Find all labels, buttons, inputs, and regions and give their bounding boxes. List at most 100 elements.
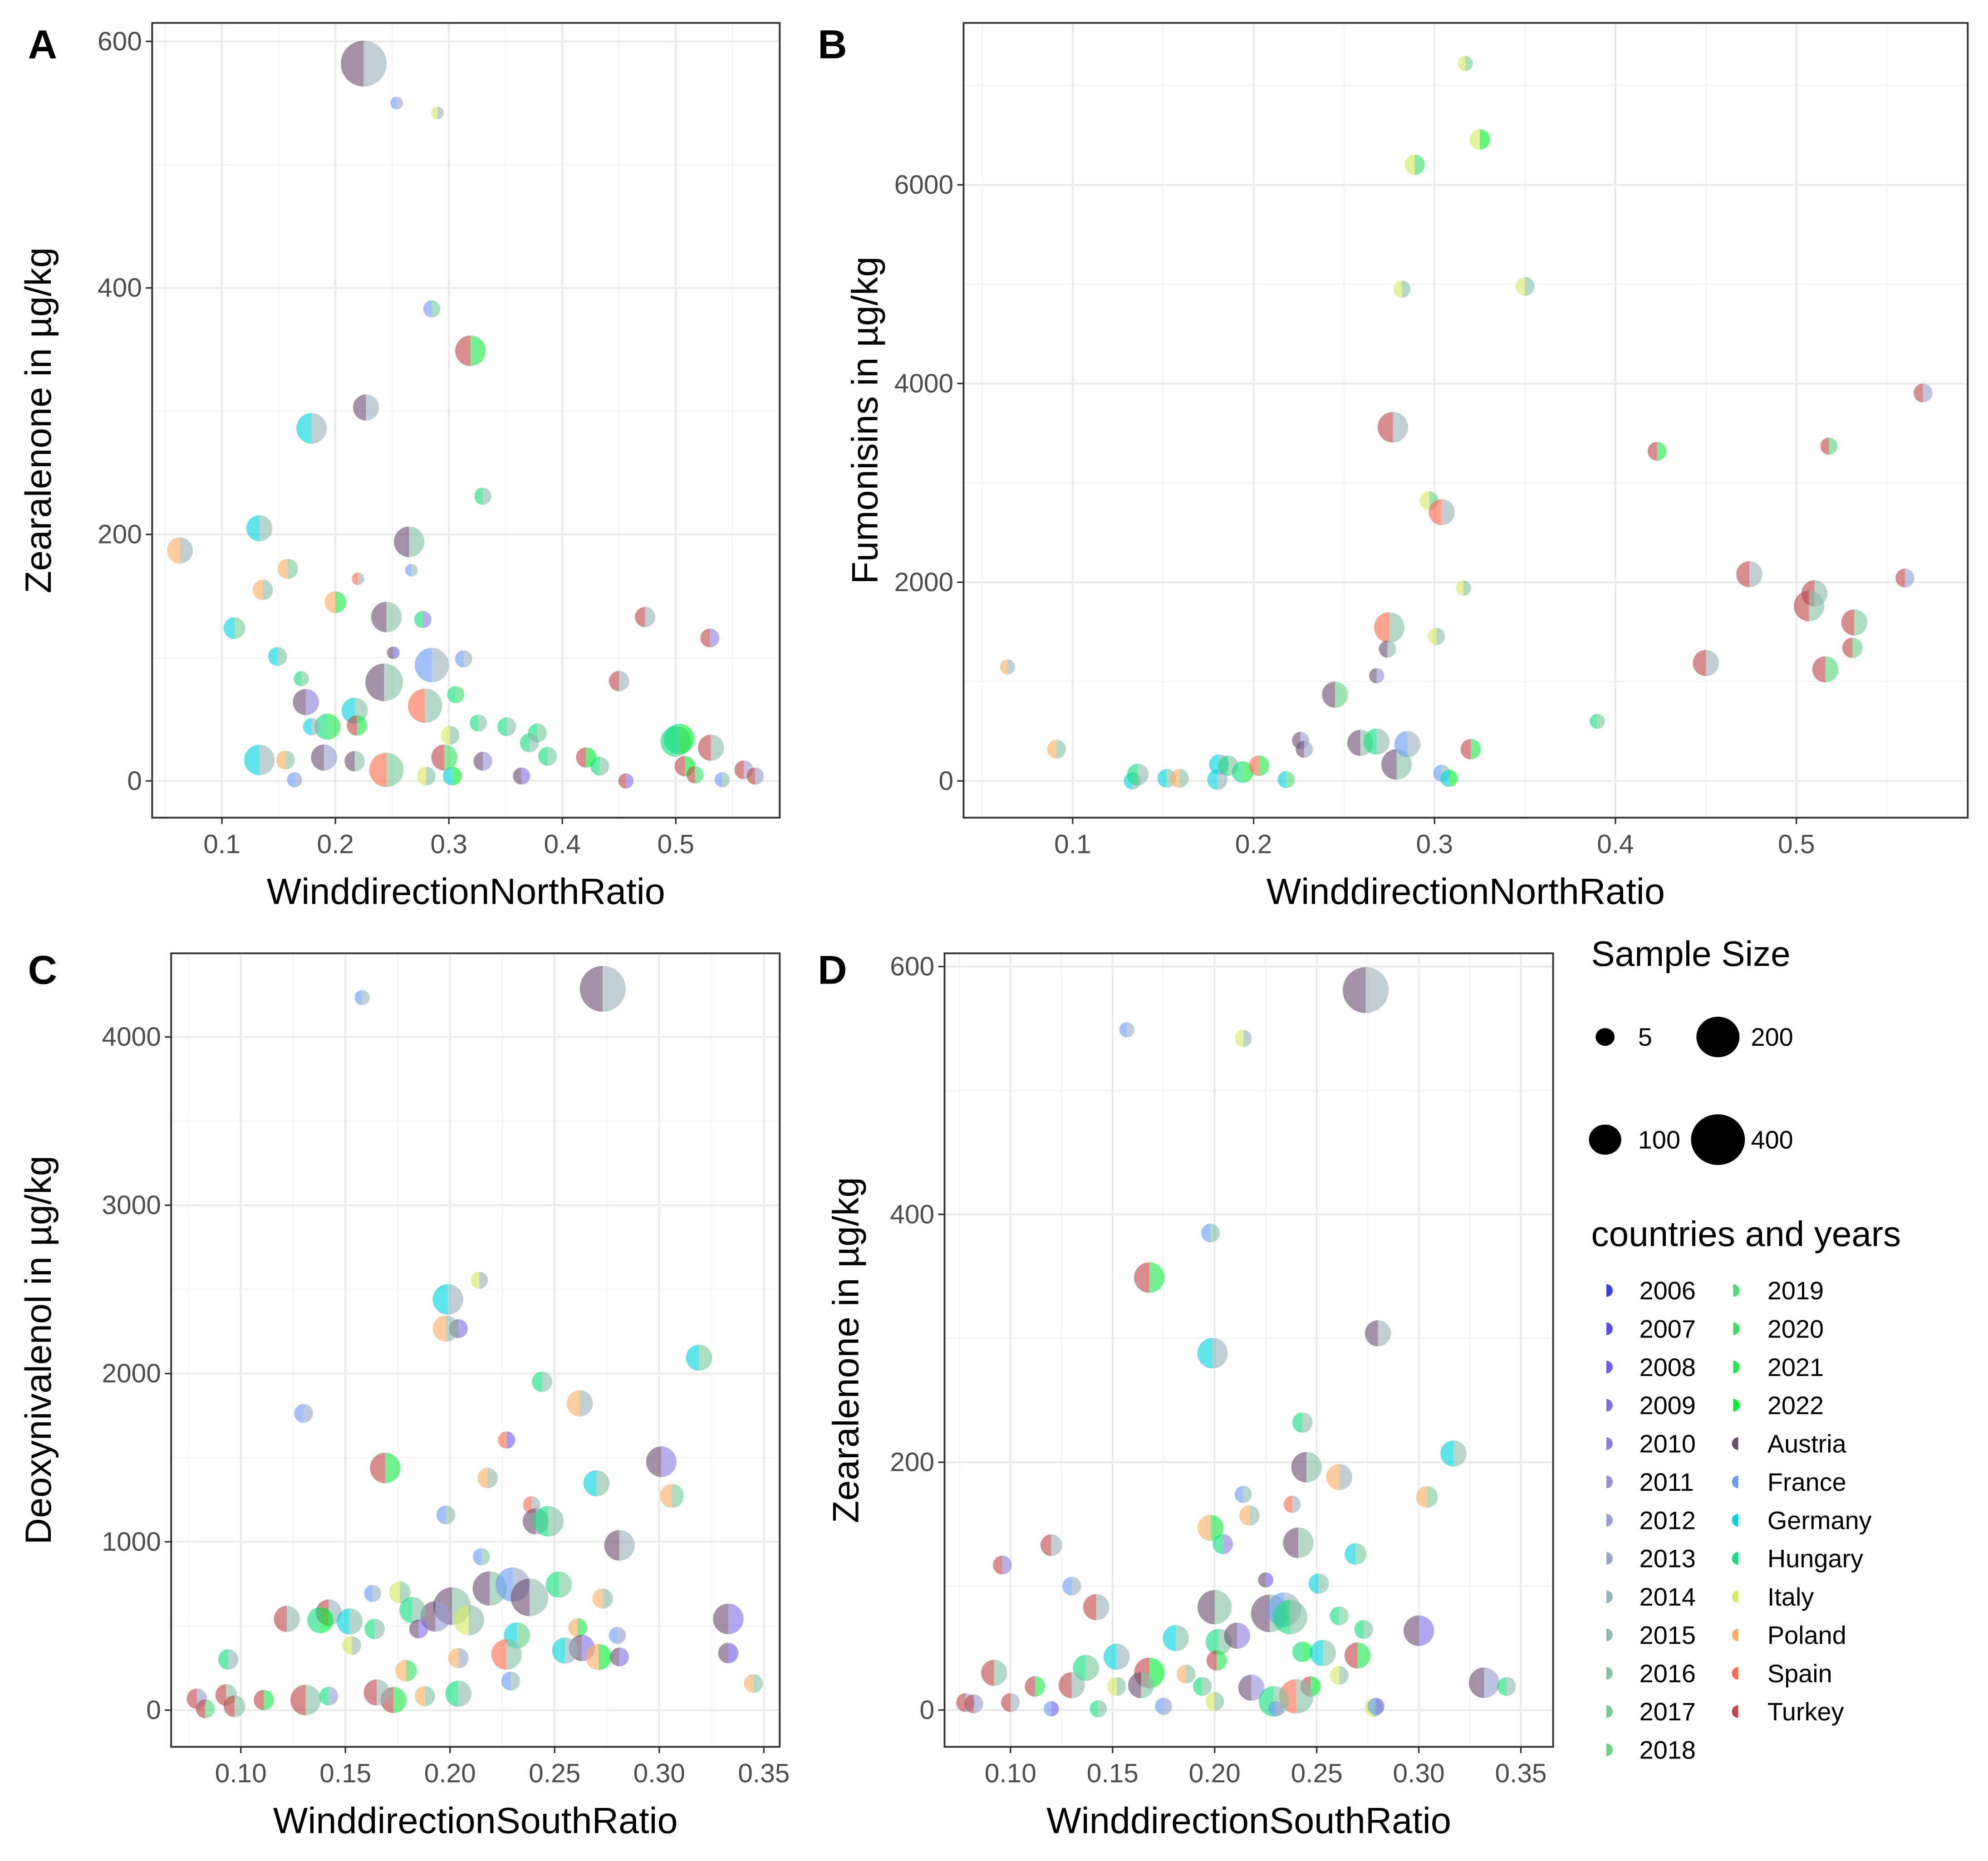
point-year-half <box>1186 1665 1196 1684</box>
point-country-half <box>1062 1577 1072 1596</box>
data-point <box>436 1505 456 1524</box>
panel-letter: C <box>28 947 57 992</box>
point-country-half <box>1107 1677 1117 1696</box>
point-year-half <box>450 726 460 745</box>
point-year-half <box>1217 1650 1227 1671</box>
point-country-half <box>1251 1594 1270 1632</box>
point-country-half <box>432 1284 448 1315</box>
point-country-half <box>538 747 548 766</box>
data-point <box>387 646 400 659</box>
x-tick-label: 0.5 <box>657 830 694 859</box>
point-year-half <box>456 686 465 704</box>
point-year-half <box>305 1685 321 1715</box>
legend-item-year: 2012 <box>1606 1506 1696 1534</box>
point-country-half <box>187 1688 197 1709</box>
data-point <box>287 772 302 788</box>
point-country-half <box>1330 1606 1340 1626</box>
data-point <box>431 744 457 771</box>
point-country-half <box>1273 1600 1291 1635</box>
point-country-half <box>510 1578 530 1616</box>
data-point <box>1104 1644 1130 1670</box>
point-year-half <box>1323 1640 1336 1666</box>
data-point <box>1344 1642 1371 1669</box>
point-country-half <box>1283 1495 1292 1513</box>
point-country-half <box>1428 499 1442 525</box>
point-country-half <box>1394 731 1408 758</box>
point-year-half <box>506 1639 522 1670</box>
point-country-half <box>993 1555 1002 1575</box>
data-point <box>319 1686 339 1706</box>
point-year-half <box>755 767 764 785</box>
point-year-half <box>1453 1440 1467 1467</box>
point-year-half <box>722 772 730 788</box>
point-country-half <box>364 1619 375 1640</box>
point-country-half <box>1344 1642 1358 1669</box>
legend-swatch-icon <box>1606 1552 1613 1565</box>
point-year-half <box>277 647 287 666</box>
data-point <box>294 1404 313 1423</box>
panel-D: 0.10 0.15 0.20 0.25 0.30 0.35 0 200 400 600 Winddi… <box>818 947 1554 1841</box>
point-year-half <box>529 1578 549 1616</box>
panel-border <box>943 952 1554 1748</box>
data-point <box>1468 1667 1500 1698</box>
point-country-half <box>342 1636 352 1655</box>
legend-swatch-icon <box>1606 1284 1613 1297</box>
point-country-half <box>686 1344 699 1371</box>
point-year-half <box>1376 1698 1384 1715</box>
legend-label: 2015 <box>1639 1621 1696 1649</box>
data-point <box>471 1272 488 1289</box>
point-year-half <box>547 747 557 766</box>
point-country-half <box>1193 1677 1203 1696</box>
point-year-half <box>1116 1644 1130 1670</box>
x-tick-label: 0.25 <box>1291 1759 1343 1788</box>
x-tick-label: 0.3 <box>1416 830 1453 859</box>
size-key-circle <box>1696 1016 1740 1058</box>
legend-item-country: Hungary <box>1732 1544 1863 1573</box>
point-year-half <box>1905 568 1914 588</box>
x-tick-label: 0.1 <box>1054 830 1091 859</box>
data-point <box>473 1548 490 1566</box>
data-point <box>491 1639 522 1670</box>
point-year-half <box>994 1660 1007 1686</box>
point-year-half <box>1214 1590 1232 1625</box>
data-point <box>294 671 309 686</box>
data-point <box>1363 728 1390 755</box>
point-year-half <box>311 718 320 735</box>
point-year-half <box>1051 1534 1062 1556</box>
data-point <box>1310 1640 1336 1666</box>
point-year-half <box>324 744 337 771</box>
data-point <box>1367 1698 1384 1715</box>
points <box>956 967 1516 1718</box>
data-point <box>746 767 764 785</box>
size-key-label: 200 <box>1751 1023 1793 1051</box>
point-year-half <box>617 1626 626 1644</box>
data-point <box>364 1619 385 1640</box>
point-country-half <box>718 1643 728 1664</box>
data-point <box>604 1530 635 1561</box>
point-year-half <box>409 526 425 557</box>
data-point <box>442 766 462 786</box>
data-point <box>1841 609 1868 636</box>
legend-label: 2019 <box>1767 1276 1824 1305</box>
y-tick-label: 4000 <box>102 1022 161 1052</box>
data-point <box>1128 1672 1154 1699</box>
legend-label: Turkey <box>1767 1697 1844 1726</box>
point-country-half <box>431 744 445 771</box>
point-year-half <box>385 1452 401 1484</box>
data-point <box>513 767 530 785</box>
y-tick-label: 200 <box>890 1448 934 1477</box>
data-point <box>167 537 193 564</box>
y-tick-label: 600 <box>98 27 142 56</box>
data-point <box>254 1690 274 1710</box>
data-point <box>1277 771 1295 788</box>
point-country-half <box>1206 1650 1217 1671</box>
point-year-half <box>1657 441 1667 461</box>
x-tick-label: 0.20 <box>424 1759 476 1788</box>
point-year-half <box>458 1680 471 1707</box>
point-year-half <box>1176 1625 1189 1651</box>
legend-swatch-icon <box>1606 1361 1613 1374</box>
x-tick-label: 0.30 <box>633 1759 685 1788</box>
legend-label: 2009 <box>1639 1391 1696 1420</box>
legend-label: 2017 <box>1639 1697 1696 1726</box>
data-point <box>1044 1701 1059 1717</box>
